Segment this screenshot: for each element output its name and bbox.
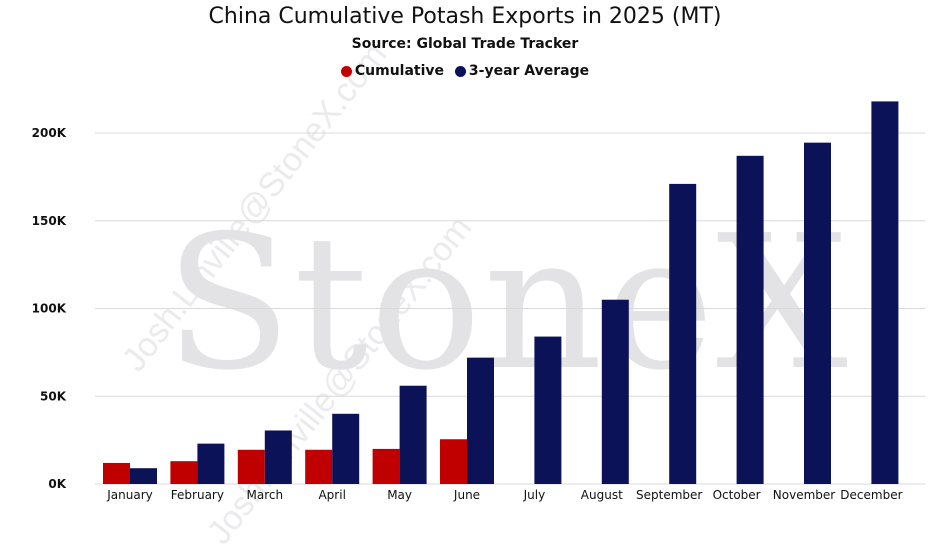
y-tick-label-1: 50K [40, 389, 67, 403]
bar-chart: 0K 50K 100K 150K 200K January February March Ap… [32, 101, 925, 502]
bar-3yr-average-may[interactable] [399, 385, 427, 484]
y-axis-ticks: 0K 50K 100K 150K 200K [32, 126, 67, 491]
bar-3yr-average-october[interactable] [736, 155, 764, 484]
x-tick-label-february: February [171, 488, 224, 502]
bar-3yr-average-april[interactable] [332, 413, 360, 484]
gridlines [95, 132, 925, 485]
bar-cumulative-january[interactable] [103, 462, 130, 484]
bar-3yr-average-june[interactable] [467, 357, 494, 484]
x-axis-labels: January February March April May June July Augu… [106, 488, 902, 502]
legend-item-3yr-average[interactable]: 3-year Average [454, 63, 590, 79]
bar-3yr-average-january[interactable] [130, 468, 157, 484]
x-tick-label-july: July [523, 488, 546, 502]
x-tick-label-august: August [581, 488, 623, 502]
bar-cumulative-may[interactable] [372, 448, 400, 484]
bar-cumulative-march[interactable] [237, 449, 265, 484]
bar-3yr-average-december[interactable] [871, 101, 899, 484]
bar-3yr-average-march[interactable] [264, 430, 292, 484]
x-tick-label-april: April [318, 488, 345, 502]
bar-3yr-average-july[interactable] [534, 336, 562, 484]
x-tick-label-march: March [247, 488, 284, 502]
x-tick-label-november: November [773, 488, 835, 502]
bar-cumulative-april[interactable] [305, 449, 333, 484]
legend-label-3yr-average: 3-year Average [468, 63, 590, 79]
bar-cumulative-february[interactable] [170, 461, 198, 484]
chart-subtitle: Source: Global Trade Tracker [351, 36, 579, 52]
x-tick-label-october: October [713, 488, 761, 502]
legend-dot-3yr-average [454, 65, 466, 77]
bars [103, 101, 899, 484]
legend-label-cumulative: Cumulative [354, 63, 445, 79]
x-tick-label-december: December [840, 488, 902, 502]
bar-3yr-average-february[interactable] [197, 443, 225, 484]
x-tick-label-june: June [453, 488, 480, 502]
legend-item-cumulative[interactable]: Cumulative [340, 63, 445, 79]
y-tick-label-4: 200K [32, 126, 67, 140]
bar-3yr-average-november[interactable] [804, 142, 831, 484]
x-tick-label-january: January [106, 488, 153, 502]
bar-3yr-average-september[interactable] [669, 183, 697, 484]
bar-cumulative-june[interactable] [440, 439, 467, 484]
chart-legend: Cumulative 3-year Average [0, 63, 930, 81]
x-tick-label-may: May [387, 488, 412, 502]
y-tick-label-0: 0K [48, 477, 66, 491]
x-tick-label-september: September [636, 488, 702, 502]
y-tick-label-2: 100K [32, 302, 67, 316]
y-tick-label-3: 150K [32, 214, 67, 228]
bar-3yr-average-august[interactable] [601, 299, 629, 484]
legend-dot-cumulative [340, 65, 352, 77]
chart-title: China Cumulative Potash Exports in 2025 … [208, 4, 722, 29]
